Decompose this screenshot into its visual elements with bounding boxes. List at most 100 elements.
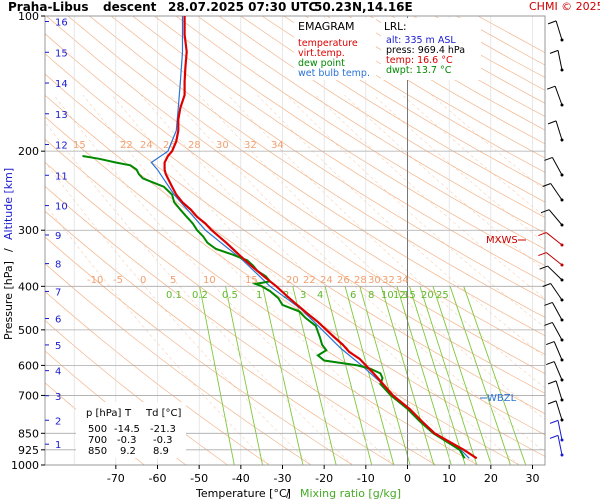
summary-table: p [hPa] T Td [°C] 500 -14.5 -21.3 700 -0… bbox=[76, 402, 186, 458]
sounding-datetime: 28.07.2025 07:30 UTC bbox=[168, 0, 317, 14]
dry-adiabat-line bbox=[132, 16, 545, 283]
y-axis-label-altitude: Altitude [km] bbox=[2, 168, 15, 240]
adiabat-labels: 15 22 24 26 28 30 32 34-10 -5 0 5 10 15 20 22 24 26 28 30 3… bbox=[73, 140, 409, 286]
wind-barb-flag bbox=[546, 85, 556, 90]
mixing-ratio-line bbox=[396, 286, 452, 465]
pressure-tick-label: 1000 bbox=[11, 459, 39, 472]
wind-barb-staff bbox=[553, 341, 563, 361]
temperature-tick-label: 20 bbox=[484, 472, 498, 485]
adiabat-label: 32 bbox=[244, 140, 257, 151]
pressure-tick-label: 300 bbox=[18, 224, 39, 237]
wind-barb-dot bbox=[560, 243, 564, 247]
pressure-tick-label: 700 bbox=[18, 389, 39, 402]
mixing-ratio-label: 6 bbox=[350, 290, 356, 301]
copyright: CHMI © 2025 bbox=[529, 0, 600, 13]
mixing-ratio-label: 10 bbox=[381, 290, 394, 301]
moist-adiabat-line bbox=[45, 121, 353, 465]
y-axis-label-pressure: Pressure [hPa] bbox=[2, 261, 15, 340]
adiabat-label: 30 bbox=[216, 140, 229, 151]
adiabat-label: 34 bbox=[396, 275, 409, 286]
wind-barb-dot bbox=[560, 438, 564, 442]
legend-temperature: temperature bbox=[298, 38, 358, 49]
moist-adiabat-line bbox=[45, 203, 270, 465]
altitude-tick-label: 10 bbox=[55, 202, 68, 213]
wind-barb-staff bbox=[550, 183, 563, 201]
mixing-ratio-line bbox=[344, 286, 395, 465]
altitude-tick-label: 1 bbox=[55, 440, 61, 451]
adiabat-label: 28 bbox=[354, 275, 367, 286]
dry-adiabat-line bbox=[153, 16, 545, 267]
dry-adiabat-line bbox=[67, 16, 545, 337]
temperature-tick-label: -40 bbox=[232, 472, 250, 485]
wind-barb-dot bbox=[560, 378, 564, 382]
wind-barbs bbox=[538, 20, 564, 457]
wind-barb-staff bbox=[553, 361, 563, 381]
dry-adiabat-line bbox=[46, 16, 545, 355]
wind-barb-staff bbox=[547, 265, 563, 281]
adiabat-label: 24 bbox=[140, 140, 153, 151]
adiabat-label: 22 bbox=[120, 140, 133, 151]
wind-barb-flag bbox=[549, 434, 559, 439]
station-name: Praha-Libus bbox=[8, 0, 88, 14]
mixing-ratio-label: 12 bbox=[393, 290, 406, 301]
adiabat-label: 20 bbox=[286, 275, 299, 286]
mixing-ratio-label: 20 bbox=[421, 290, 434, 301]
altitude-tick-label: 3 bbox=[55, 392, 61, 403]
wind-barb-flag bbox=[544, 321, 553, 326]
legend-wet-bulb: wet bulb temp. bbox=[298, 68, 370, 79]
wind-barb-flag bbox=[547, 400, 557, 405]
wind-barb-dot bbox=[560, 358, 564, 362]
lrl-altitude: alt: 335 m ASL bbox=[386, 35, 456, 46]
y-axis-title: Pressure [hPa] / Altitude [km] bbox=[2, 168, 15, 340]
lrl-dewpoint: dwpt: 13.7 °C bbox=[386, 65, 452, 76]
pressure-tick-label: 600 bbox=[18, 359, 39, 372]
adiabat-label: 5 bbox=[170, 275, 176, 286]
adiabat-label: 0 bbox=[140, 275, 146, 286]
wind-barb-dot bbox=[560, 338, 564, 342]
adiabat-label: -10 bbox=[87, 275, 103, 286]
pressure-tick-label: 925 bbox=[18, 444, 39, 457]
legend-title: EMAGRAM bbox=[298, 20, 355, 33]
dry-adiabat-line bbox=[240, 16, 545, 203]
altitude-tick-label: 6 bbox=[55, 315, 61, 326]
adiabat-label: 26 bbox=[337, 275, 350, 286]
temperature-tick-label: -70 bbox=[107, 472, 125, 485]
table-cell: -14.5 bbox=[114, 424, 140, 435]
wind-barb-staff bbox=[551, 302, 563, 321]
temperature-line bbox=[163, 16, 478, 460]
wind-barb-dot bbox=[560, 173, 564, 177]
wind-barb-staff bbox=[551, 157, 563, 176]
table-cell: 700 bbox=[88, 435, 107, 446]
table-cell: 500 bbox=[88, 424, 107, 435]
pressure-tick-label: 850 bbox=[18, 427, 39, 440]
isotherm-grid bbox=[73, 16, 533, 465]
pressure-axis: 100 200 300 400 500 600 700 850 925 1000 bbox=[11, 10, 45, 472]
mixing-ratio-line bbox=[432, 286, 492, 465]
temperature-tick-label: -10 bbox=[357, 472, 375, 485]
dry-adiabat-line bbox=[110, 16, 545, 301]
plot-frame bbox=[44, 15, 546, 466]
altitude-tick-label: 5 bbox=[55, 341, 61, 352]
wind-barb-dot bbox=[560, 38, 564, 42]
station-coordinates: 50.23N,14.16E bbox=[314, 0, 413, 14]
wind-barb-dot bbox=[560, 453, 564, 457]
mixing-ratio-label: 0.1 bbox=[166, 290, 182, 301]
x-axis-label-mixing-ratio: Mixing ratio [g/kg] bbox=[300, 487, 401, 500]
x-axis-label-temperature: Temperature [°C] bbox=[195, 487, 291, 500]
wind-barb-flag bbox=[546, 361, 555, 366]
mixing-ratio-label: 15 bbox=[403, 290, 416, 301]
mixing-ratio-line bbox=[225, 286, 263, 465]
dry-adiabat-line bbox=[89, 16, 545, 318]
wind-barb-flag bbox=[542, 183, 551, 187]
table-cell: -0.3 bbox=[117, 435, 137, 446]
mixing-ratio-lines bbox=[199, 286, 527, 465]
wind-barb-staff bbox=[555, 120, 563, 141]
table-cell: 9.2 bbox=[120, 446, 136, 457]
adiabat-label: 22 bbox=[303, 275, 316, 286]
plot-area bbox=[45, 16, 545, 465]
table-header-td: Td [°C] bbox=[145, 408, 182, 419]
wind-barb-flag bbox=[539, 265, 548, 270]
wind-barb-flag bbox=[540, 209, 550, 214]
altitude-tick-label: 9 bbox=[55, 231, 61, 242]
adiabat-label: 24 bbox=[320, 275, 333, 286]
